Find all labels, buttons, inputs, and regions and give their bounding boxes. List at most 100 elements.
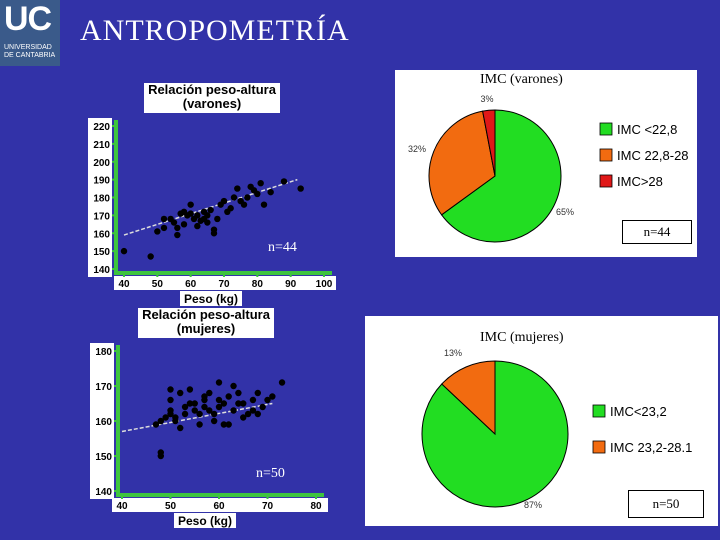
x-tick-label: 70 xyxy=(262,501,274,512)
trend-line xyxy=(121,402,273,433)
y-tick-label: 150 xyxy=(95,452,112,463)
data-point xyxy=(147,253,154,260)
pie-slice xyxy=(428,110,496,216)
x-tick-label: 100 xyxy=(316,279,333,290)
data-point xyxy=(196,421,203,428)
legend-label: IMC 23,2-28.1 xyxy=(610,440,692,455)
pie-slice xyxy=(482,109,496,177)
data-point xyxy=(297,185,304,192)
data-point xyxy=(204,212,211,219)
data-point xyxy=(220,421,228,428)
data-point xyxy=(230,407,237,414)
data-point xyxy=(215,403,223,411)
pie-men-n: n=44 xyxy=(622,220,692,244)
data-point xyxy=(204,219,211,226)
data-point xyxy=(154,228,161,235)
x-tick-label: 50 xyxy=(152,279,164,290)
y-tick-label: 140 xyxy=(95,487,112,498)
data-point xyxy=(160,224,168,232)
scatter-men-title: Relación peso-altura (varones) xyxy=(144,83,280,113)
scatter-women-n: n=50 xyxy=(256,466,285,481)
data-point xyxy=(206,407,213,414)
data-point xyxy=(244,410,252,418)
x-axis-label: Peso (kg) xyxy=(184,292,238,306)
pie-women-n: n=50 xyxy=(628,490,704,518)
data-point xyxy=(235,389,242,397)
data-point xyxy=(170,219,178,226)
y-tick-label: 200 xyxy=(93,158,110,169)
data-point xyxy=(225,393,232,400)
data-point xyxy=(162,414,169,421)
y-tick-label: 190 xyxy=(93,176,110,187)
data-point xyxy=(157,417,164,425)
y-tick-label: 180 xyxy=(93,194,110,205)
data-point xyxy=(215,396,223,404)
data-point xyxy=(259,403,266,411)
data-point xyxy=(167,386,174,393)
data-point xyxy=(254,190,261,198)
data-point xyxy=(194,222,201,230)
data-point xyxy=(240,414,247,421)
data-point xyxy=(160,215,168,223)
data-point xyxy=(234,185,241,192)
legend-label: IMC<23,2 xyxy=(610,404,667,419)
data-point xyxy=(187,201,194,208)
data-point xyxy=(269,393,276,400)
scatter-women-chart: 140 150 160 170 180 40 50 60 70 80 Peso (kg) xyxy=(90,343,328,528)
data-point xyxy=(210,226,218,233)
data-point xyxy=(167,407,174,414)
data-point xyxy=(207,206,214,214)
data-point xyxy=(267,188,274,196)
scatter-men-chart: 140 150 160 170 180 190 200 210 220 40 50 60 70 80 90 1… xyxy=(88,118,336,306)
data-point xyxy=(206,389,213,397)
x-axis-label: Peso (kg) xyxy=(178,514,232,528)
slice-pct-label: 87% xyxy=(524,500,542,510)
data-point xyxy=(244,194,251,201)
data-point xyxy=(174,231,181,239)
legend-swatch xyxy=(599,122,613,136)
data-point xyxy=(230,194,238,201)
y-tick-strip xyxy=(90,343,114,499)
pie-slice xyxy=(440,109,562,243)
legend-swatch xyxy=(599,174,613,188)
y-tick-label: 210 xyxy=(93,140,110,151)
data-point xyxy=(220,400,228,407)
data-point xyxy=(225,421,232,428)
y-tick-strip xyxy=(88,118,112,277)
data-point xyxy=(230,382,237,390)
legend-label: IMC 22,8-28 xyxy=(617,148,689,163)
data-point xyxy=(215,379,223,386)
y-tick-label: 170 xyxy=(93,211,110,222)
data-point xyxy=(187,210,194,217)
data-point xyxy=(220,197,228,205)
legend-swatch xyxy=(592,404,606,418)
data-point xyxy=(210,417,218,425)
data-point xyxy=(120,247,128,255)
data-point xyxy=(254,410,261,418)
legend-label: IMC>28 xyxy=(617,174,663,189)
uc-logo: UC UNIVERSIDAD DE CANTABRIA xyxy=(0,0,60,66)
slice-pct-label: 65% xyxy=(556,207,574,217)
pie-women-title: IMC (mujeres) xyxy=(480,330,564,345)
pie-men-chart: 65% 32% 3% IMC <22,8 IMC 22,8-28 IMC>28 xyxy=(408,94,689,243)
data-point xyxy=(180,221,188,228)
data-point xyxy=(280,178,288,185)
x-tick-label: 80 xyxy=(310,501,322,512)
data-point xyxy=(257,180,264,187)
slide-title: ANTROPOMETRÍA xyxy=(80,14,350,47)
data-point xyxy=(191,400,198,407)
x-label-bg xyxy=(174,513,236,528)
y-tick-label: 160 xyxy=(93,229,110,240)
y-tick-label: 180 xyxy=(95,347,112,358)
data-point xyxy=(172,417,179,425)
data-point xyxy=(194,212,201,219)
data-point xyxy=(157,449,164,456)
data-point xyxy=(214,215,221,223)
legend-swatch xyxy=(592,440,606,454)
slice-pct-label: 3% xyxy=(480,94,493,104)
x-tick-label: 40 xyxy=(116,501,128,512)
pie-men-title: IMC (varones) xyxy=(480,72,563,87)
scatter-women-title: Relación peso-altura (mujeres) xyxy=(138,308,274,338)
y-tick-label: 140 xyxy=(93,265,110,276)
data-point xyxy=(249,396,257,404)
